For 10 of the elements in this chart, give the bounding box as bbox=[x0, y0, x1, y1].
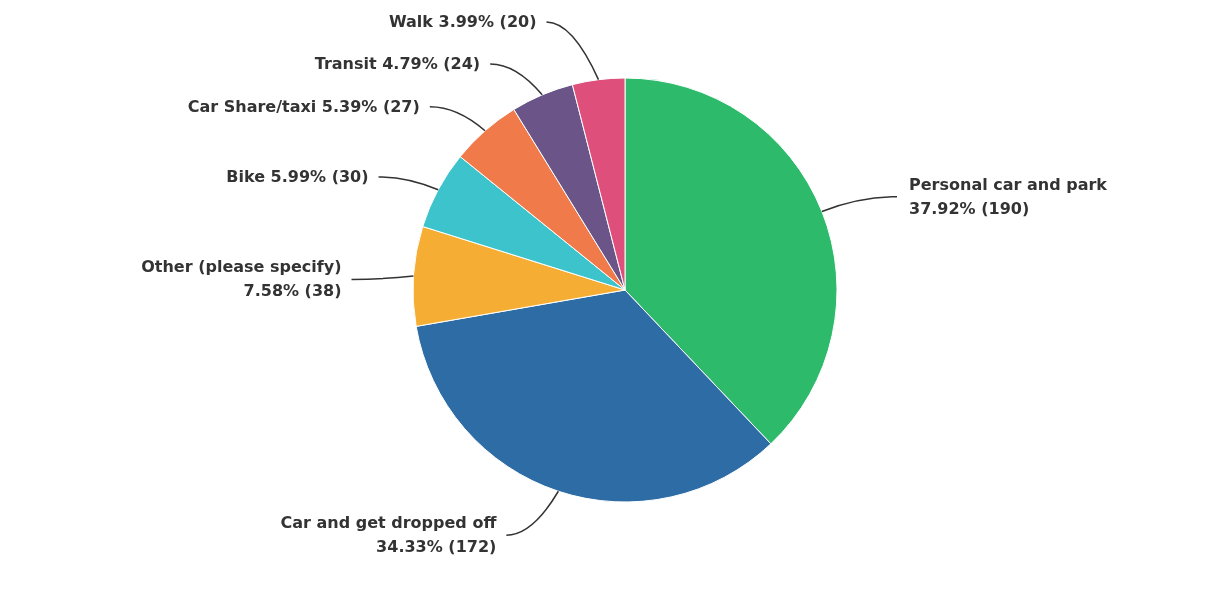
slice-label: Other (please specify) bbox=[141, 256, 342, 276]
data-label: 34.33% (172) bbox=[376, 536, 497, 556]
slice-label: Car Share/taxi 5.39% (27) bbox=[187, 96, 420, 116]
slice-label: Car and get dropped off bbox=[280, 512, 498, 532]
data-label: 37.92% (190) bbox=[909, 198, 1030, 218]
slice-label: Personal car and park bbox=[909, 174, 1108, 194]
slice-label: Transit 4.79% (24) bbox=[314, 53, 481, 73]
slice-label: Bike 5.99% (30) bbox=[226, 166, 369, 186]
data-label: 7.58% (38) bbox=[243, 280, 342, 300]
slice-label: Walk 3.99% (20) bbox=[388, 11, 537, 31]
